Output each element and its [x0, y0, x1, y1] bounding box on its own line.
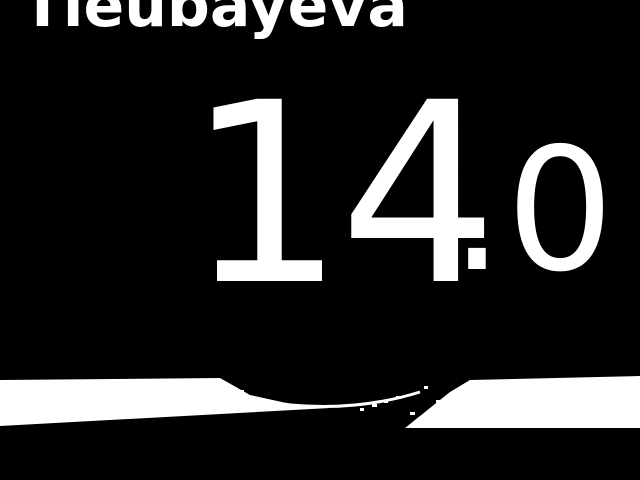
score-fraction: .0 — [450, 112, 617, 310]
decorative-band — [0, 376, 640, 428]
band-right-shape — [405, 376, 640, 428]
athlete-name: Tleubayeva — [22, 0, 408, 41]
band-speckles — [212, 386, 440, 415]
score-integer: 14 — [186, 49, 498, 340]
band-left-shape — [0, 378, 330, 426]
